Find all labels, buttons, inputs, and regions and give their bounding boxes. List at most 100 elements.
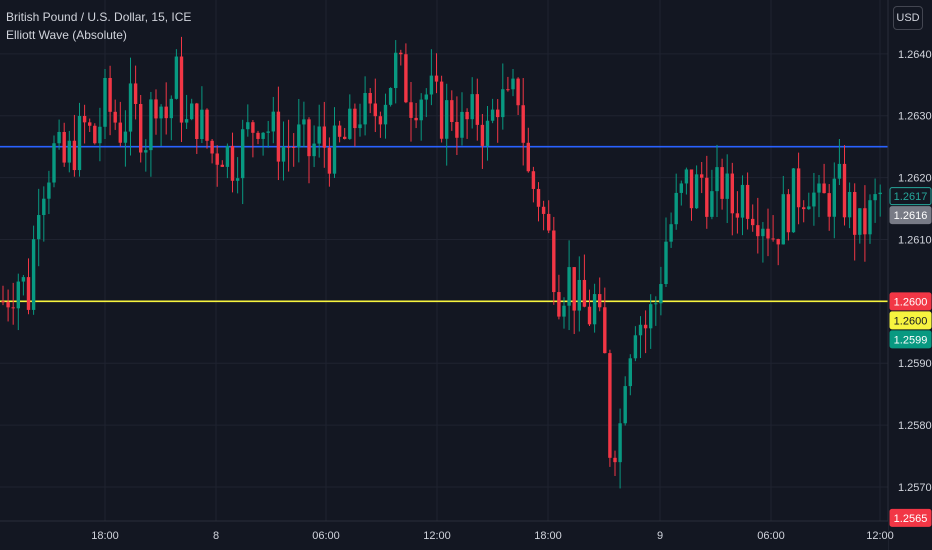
candle-body[interactable] <box>419 99 423 121</box>
candle-body[interactable] <box>358 124 362 129</box>
candle-body[interactable] <box>511 78 515 90</box>
candle-body[interactable] <box>235 178 240 181</box>
candle-body[interactable] <box>516 78 520 106</box>
candle-body[interactable] <box>154 99 158 119</box>
candle-body[interactable] <box>353 108 357 129</box>
candle-body[interactable] <box>786 194 791 233</box>
candle-body[interactable] <box>6 301 10 308</box>
candle-body[interactable] <box>37 215 41 240</box>
candle-body[interactable] <box>603 307 607 354</box>
candle-body[interactable] <box>694 174 699 209</box>
candle-body[interactable] <box>827 193 831 217</box>
candle-body[interactable] <box>812 192 816 207</box>
candle-body[interactable] <box>751 218 755 226</box>
candle-body[interactable] <box>363 93 367 125</box>
candle-body[interactable] <box>307 119 311 157</box>
candle-body[interactable] <box>577 279 581 311</box>
candle-body[interactable] <box>434 75 439 82</box>
candle-body[interactable] <box>832 178 836 217</box>
candle-body[interactable] <box>613 457 617 463</box>
candle-body[interactable] <box>200 109 204 139</box>
candle-body[interactable] <box>506 89 510 91</box>
candle-body[interactable] <box>184 119 189 123</box>
candle-body[interactable] <box>858 208 862 235</box>
candle-body[interactable] <box>521 105 525 143</box>
candle-body[interactable] <box>807 206 811 210</box>
candle-body[interactable] <box>225 145 230 167</box>
candle-body[interactable] <box>592 294 597 325</box>
candle-body[interactable] <box>781 194 785 245</box>
candle-body[interactable] <box>659 284 663 304</box>
candle-body[interactable] <box>1 301 5 303</box>
candle-body[interactable] <box>292 146 296 148</box>
candle-body[interactable] <box>133 83 138 104</box>
candle-body[interactable] <box>623 386 627 424</box>
candle-body[interactable] <box>445 100 449 139</box>
candle-body[interactable] <box>62 131 66 163</box>
candle-body[interactable] <box>863 208 867 235</box>
candle-body[interactable] <box>761 228 765 237</box>
candle-body[interactable] <box>98 126 102 144</box>
candle-body[interactable] <box>531 171 536 189</box>
candle-body[interactable] <box>11 307 15 309</box>
candle-body[interactable] <box>399 52 403 55</box>
candle-body[interactable] <box>210 140 214 154</box>
candle-body[interactable] <box>485 120 490 146</box>
candle-body[interactable] <box>16 281 20 309</box>
candle-body[interactable] <box>378 116 383 125</box>
candle-body[interactable] <box>93 125 97 144</box>
candle-body[interactable] <box>82 115 87 123</box>
candle-body[interactable] <box>679 183 683 193</box>
candle-body[interactable] <box>297 124 301 148</box>
candle-body[interactable] <box>394 52 398 89</box>
candle-body[interactable] <box>689 169 694 209</box>
candle-body[interactable] <box>470 94 474 120</box>
candle-body[interactable] <box>567 267 571 306</box>
candle-body[interactable] <box>108 77 112 112</box>
candle-body[interactable] <box>791 168 796 233</box>
candle-body[interactable] <box>664 241 668 285</box>
candle-body[interactable] <box>450 100 454 122</box>
candle-body[interactable] <box>404 54 408 103</box>
candle-body[interactable] <box>383 104 388 125</box>
candle-body[interactable] <box>552 230 556 293</box>
candle-body[interactable] <box>414 117 418 121</box>
candle-body[interactable] <box>878 192 882 195</box>
candle-body[interactable] <box>465 111 469 120</box>
candle-body[interactable] <box>720 167 724 199</box>
candle-body[interactable] <box>271 111 275 132</box>
candle-body[interactable] <box>251 122 255 133</box>
candle-body[interactable] <box>373 103 377 117</box>
candle-body[interactable] <box>113 111 117 123</box>
candle-body[interactable] <box>195 103 199 139</box>
candle-body[interactable] <box>455 121 459 138</box>
candle-body[interactable] <box>817 183 821 193</box>
candle-body[interactable] <box>343 136 347 139</box>
candle-body[interactable] <box>322 126 326 148</box>
candle-body[interactable] <box>67 140 71 163</box>
candle-body[interactable] <box>52 143 56 183</box>
candle-body[interactable] <box>837 163 842 179</box>
candle-body[interactable] <box>562 305 566 317</box>
candle-body[interactable] <box>337 125 342 137</box>
candle-body[interactable] <box>618 423 622 463</box>
candle-body[interactable] <box>587 306 592 325</box>
candle-body[interactable] <box>480 124 485 146</box>
candle-body[interactable] <box>123 131 128 143</box>
candle-body[interactable] <box>496 109 500 118</box>
candle-body[interactable] <box>649 304 653 329</box>
candle-body[interactable] <box>700 174 704 178</box>
candle-body[interactable] <box>327 147 332 174</box>
candle-body[interactable] <box>802 207 806 210</box>
candle-body[interactable] <box>128 83 133 132</box>
candle-body[interactable] <box>557 292 561 317</box>
currency-button[interactable]: USD <box>893 6 923 30</box>
candle-body[interactable] <box>103 77 107 127</box>
candle-body[interactable] <box>88 122 92 126</box>
candle-body[interactable] <box>460 111 464 138</box>
candle-body[interactable] <box>776 239 780 245</box>
candle-body[interactable] <box>281 146 286 162</box>
candle-body[interactable] <box>536 188 541 207</box>
candle-body[interactable] <box>164 106 168 119</box>
